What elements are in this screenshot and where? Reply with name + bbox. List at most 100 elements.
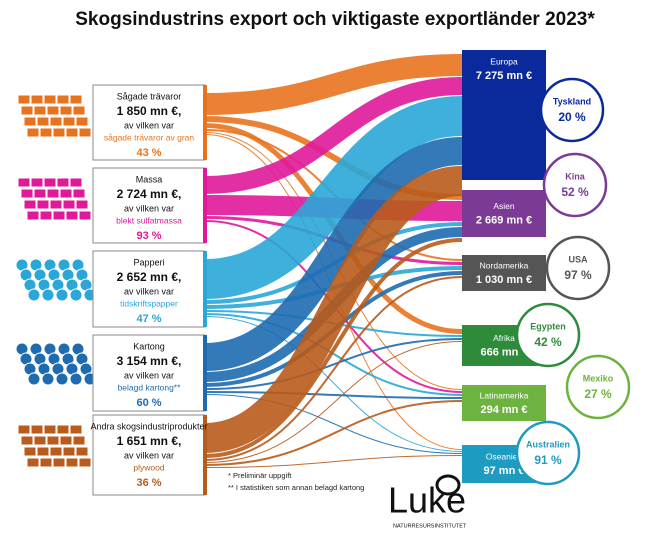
flow [204,341,463,463]
product-value: 2 652 mn €, [117,270,182,284]
pictogram [65,457,79,468]
pictogram [46,105,60,116]
product-box [92,414,206,496]
flow [204,238,463,458]
product-edge [203,251,207,327]
pictogram [56,177,70,188]
flow [204,137,463,371]
product-value: 1 651 mn €, [117,434,182,448]
region-box [462,50,546,180]
note: * Preliminär uppgift [228,471,292,480]
region-value: 1 030 mn € [476,274,532,286]
product-box [92,84,206,161]
product-item: blekt sulfatmassa [116,215,182,225]
country-share: 20 % [558,110,586,124]
region-box [462,385,546,421]
logo-sub: NATURRESURSINSTITUTET [393,523,467,529]
product-box [92,167,206,244]
pictogram [62,116,76,127]
pictogram [72,105,86,116]
pictogram [33,188,47,199]
pictogram [39,127,53,138]
pictogram [46,435,60,446]
pictogram [69,424,83,435]
product-sub: av vilken var [124,450,174,460]
logo-bubble [435,474,461,496]
pictogram [49,446,63,457]
pictogram [39,457,53,468]
pictogram [20,188,34,199]
product-item: belagd kartong** [118,382,182,392]
pictogram [69,177,83,188]
pictogram [26,127,40,138]
pictogram [59,188,73,199]
product-name: Kartong [133,341,165,351]
pictogram [39,210,53,221]
product-edge [203,415,207,495]
product-sub: av vilken var [124,120,174,130]
product-name: Sågade trävaror [117,91,182,101]
country-circle [515,302,581,368]
pictogram [33,435,47,446]
pictogram [49,199,63,210]
region-value: 7 275 mn € [476,70,532,82]
flow [204,96,463,299]
product-sub: av vilken var [124,370,174,380]
pictogram [65,210,79,221]
pictogram [75,199,89,210]
pictogram [33,105,47,116]
region-name: Latinamerika [480,390,529,400]
product-value: 2 724 mn €, [117,187,182,201]
product-share: 93 % [136,230,161,242]
pictogram [52,457,66,468]
pictogram [55,372,69,386]
pictogram [30,177,44,188]
region-name: Asien [493,201,515,211]
pictogram [59,435,73,446]
product-name: Papperi [133,257,164,267]
pictogram [17,94,31,105]
pictogram [27,372,41,386]
pictogram [20,435,34,446]
pictogram [49,116,63,127]
pictogram [69,288,83,302]
flow [204,394,463,454]
pictogram [78,210,92,221]
product-edge [203,335,207,411]
country-circle [565,354,631,420]
product-sub: av vilken var [124,203,174,213]
country-name: USA [568,254,588,264]
product-box [92,250,206,328]
product-name: Andra skogsindustriprodukter [90,421,207,431]
country-circle [545,235,611,301]
product-item: plywood [133,462,164,472]
product-share: 36 % [136,477,161,489]
country-name: Egypten [530,321,566,331]
product-edge [203,168,207,243]
pictogram [17,177,31,188]
product-share: 60 % [136,397,161,409]
pictogram [52,210,66,221]
pictogram [75,446,89,457]
pictogram [23,116,37,127]
country-share: 52 % [561,185,589,199]
pictogram [26,457,40,468]
logo: Luke [388,480,466,521]
region-name: Oseanien [486,451,523,461]
pictogram [46,188,60,199]
pictogram [62,446,76,457]
country-name: Tyskland [553,96,591,106]
product-sub: av vilken var [124,286,174,296]
country-circle [539,77,605,143]
product-name: Massa [136,174,163,184]
product-item: tidskriftspapper [120,298,178,308]
pictogram [43,177,57,188]
pictogram [41,288,55,302]
flow [204,400,463,466]
pictogram [23,199,37,210]
flow [204,276,463,461]
pictogram [30,94,44,105]
region-name: Europa [490,56,518,66]
flow [204,313,463,396]
